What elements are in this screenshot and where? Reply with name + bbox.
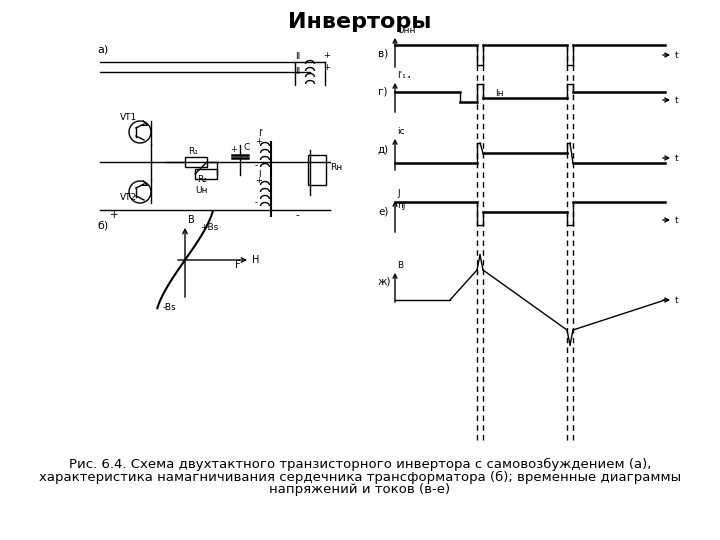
Text: -: - xyxy=(255,161,258,170)
Text: характеристика намагничивания сердечника трансформатора (б); временные диаграммы: характеристика намагничивания сердечника… xyxy=(39,470,681,483)
Text: I'₁: I'₁ xyxy=(397,71,406,80)
Text: H: H xyxy=(252,255,259,265)
Text: -Bs: -Bs xyxy=(163,303,176,312)
Text: +: + xyxy=(110,210,119,220)
Text: Uн: Uн xyxy=(195,186,207,195)
Bar xyxy=(185,157,207,167)
Text: t: t xyxy=(675,51,679,60)
Text: B: B xyxy=(188,215,194,225)
Text: +Bs: +Bs xyxy=(200,223,218,232)
Text: Инверторы: Инверторы xyxy=(288,12,432,32)
Text: в): в) xyxy=(378,49,388,59)
Text: t: t xyxy=(675,96,679,105)
Text: г): г) xyxy=(378,87,387,97)
Text: Uнн: Uнн xyxy=(397,26,415,35)
Bar xyxy=(195,169,217,179)
Text: напряжений и токов (в-е): напряжений и токов (в-е) xyxy=(269,483,451,496)
Text: Rн: Rн xyxy=(330,163,342,172)
Text: +: + xyxy=(255,137,262,146)
Text: +: + xyxy=(323,51,330,60)
Text: B: B xyxy=(397,261,403,270)
Text: II: II xyxy=(295,52,300,61)
Text: -: - xyxy=(255,198,258,207)
Text: д): д) xyxy=(378,145,389,155)
Text: t: t xyxy=(675,216,679,225)
Text: F: F xyxy=(235,260,240,270)
Text: б): б) xyxy=(97,220,108,230)
Text: Рис. 6.4. Схема двухтактного транзисторного инвертора с самовозбуждением (а),: Рис. 6.4. Схема двухтактного транзисторн… xyxy=(69,457,651,470)
Text: R₂: R₂ xyxy=(197,175,207,184)
Text: +: + xyxy=(323,63,330,72)
Text: t: t xyxy=(675,154,679,163)
Text: ж): ж) xyxy=(378,277,392,287)
Text: nJ: nJ xyxy=(397,201,405,210)
Text: е): е) xyxy=(378,207,388,217)
Text: VT2: VT2 xyxy=(120,193,137,202)
Text: II: II xyxy=(295,67,300,76)
Text: ·: · xyxy=(407,71,411,85)
Text: t: t xyxy=(675,296,679,305)
Text: J: J xyxy=(397,189,400,198)
Text: I': I' xyxy=(258,129,263,138)
Text: +: + xyxy=(230,145,237,154)
Text: а): а) xyxy=(97,44,108,54)
Text: R₁: R₁ xyxy=(188,147,198,156)
Text: +: + xyxy=(255,176,262,185)
Text: Iн: Iн xyxy=(495,89,503,98)
Text: VT1: VT1 xyxy=(120,113,138,122)
Text: I: I xyxy=(258,170,261,179)
Text: C: C xyxy=(244,143,251,152)
Text: -: - xyxy=(295,210,299,220)
Text: ic: ic xyxy=(397,127,405,136)
Bar xyxy=(308,155,326,185)
